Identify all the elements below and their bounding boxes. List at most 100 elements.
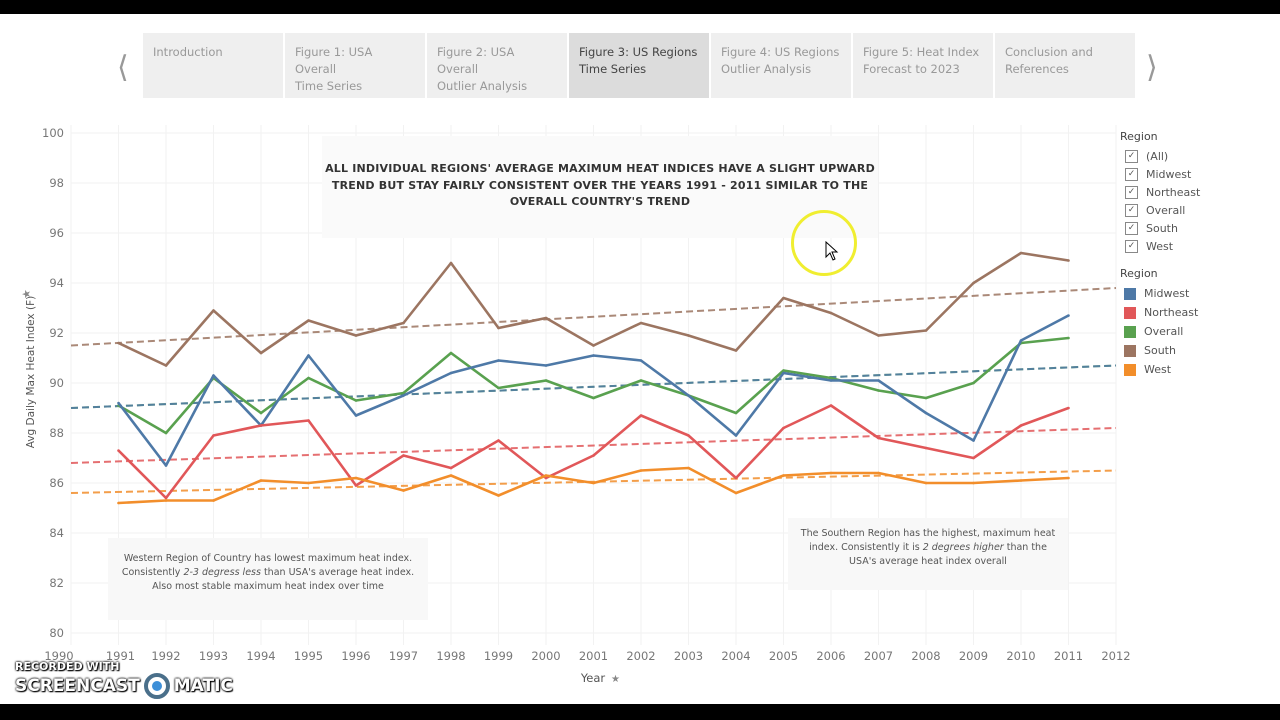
data-point-south [877,334,880,337]
x-tick-label: 2009 [959,649,988,663]
x-tick-label: 2004 [721,649,750,663]
data-point-overall [877,389,880,392]
tab-figure-2-usa-overall[interactable]: Figure 2: USA Overall Outlier Analysis [427,33,567,98]
x-tick-label: 2006 [816,649,845,663]
x-tick-label: 2000 [531,649,560,663]
data-point-northeast [639,414,643,417]
data-point-midwest [972,439,975,442]
filter-item-all[interactable]: ✓ (All) [1120,147,1200,165]
data-point-overall [924,396,928,400]
data-point-south [734,349,738,352]
data-point-northeast [829,404,833,407]
legend-label: Northeast [1144,306,1199,319]
checkbox-checked-icon[interactable]: ✓ [1125,221,1138,235]
data-point-northeast [307,419,310,422]
tab-conclusion-and[interactable]: Conclusion and References [995,33,1135,98]
x-tick-label: 1995 [294,649,323,663]
legend-item-northeast[interactable]: Northeast [1120,303,1198,322]
data-point-midwest [639,359,643,362]
filter-item-midwest[interactable]: ✓ Midwest [1120,165,1200,183]
data-point-west [164,499,168,502]
y-tick-label: 94 [49,276,64,290]
data-point-midwest [544,364,548,367]
data-point-overall [592,396,595,400]
legend-label: Midwest [1144,287,1190,300]
data-point-south [497,326,500,330]
checkbox-checked-icon[interactable]: ✓ [1125,149,1138,163]
data-point-midwest [212,374,215,377]
x-tick-label: 1991 [106,649,135,663]
tab-label-line2: Outlier Analysis [721,62,812,76]
data-point-midwest [497,359,500,362]
data-point-northeast [449,466,453,470]
chevron-right-icon[interactable]: ⟩ [1146,50,1158,85]
y-tick-label: 92 [49,326,64,340]
filter-item-west[interactable]: ✓ West [1120,237,1200,255]
data-point-northeast [734,476,738,480]
filter-item-northeast[interactable]: ✓ Northeast [1120,183,1200,201]
legend-item-west[interactable]: West [1120,360,1198,379]
legend-swatch [1124,306,1136,319]
data-point-northeast [117,449,120,452]
text: index. Consistently it is [809,542,923,553]
data-point-overall [972,381,975,385]
south-note-line3: USA's average heat index overall [849,556,1007,567]
tab-label-line2: Forecast to 2023 [863,62,960,76]
data-point-south [687,334,690,337]
tab-figure-1-usa-overall[interactable]: Figure 1: USA Overall Time Series [285,33,425,98]
text: than the [1003,542,1047,553]
y-tick-label: 96 [49,226,64,240]
data-point-west [307,481,310,485]
tab-figure-4-us-regions[interactable]: Figure 4: US Regions Outlier Analysis [711,33,851,98]
data-point-west [734,491,738,495]
legend-label: Overall [1144,325,1184,338]
data-point-west [449,474,453,477]
x-tick-label: 1998 [436,649,465,663]
checkbox-checked-icon[interactable]: ✓ [1125,185,1138,199]
x-tick-label: 1996 [341,649,370,663]
watermark-text: SCREENCAST [15,676,140,696]
legend-swatch [1124,344,1136,357]
west-note-line1: Western Region of Country has lowest max… [123,553,413,564]
trend-line-south [70,287,1117,347]
filter-item-south[interactable]: ✓ South [1120,219,1200,237]
legend-item-south[interactable]: South [1120,341,1198,360]
data-point-overall [1067,336,1070,340]
y-tick-label: 84 [49,526,64,540]
south-note-line1: The Southern Region has the highest, max… [800,528,1056,539]
data-point-midwest [1019,339,1023,342]
data-point-west [117,501,120,505]
tab-label-line1: Figure 5: Heat Index [863,45,980,59]
data-point-overall [544,379,548,382]
tab-label-line1: Conclusion and [1005,45,1093,59]
x-tick-label: 2011 [1054,649,1083,663]
x-tick-label: 1999 [484,649,513,663]
data-point-northeast [782,426,785,430]
legend-swatch [1124,325,1136,338]
data-point-west [972,481,975,485]
tab-figure-3-us-regions[interactable]: Figure 3: US Regions Time Series [569,33,709,98]
data-point-west [924,481,928,485]
checkbox-checked-icon[interactable]: ✓ [1125,239,1138,253]
filter-item-overall[interactable]: ✓ Overall [1120,201,1200,219]
legend-item-midwest[interactable]: Midwest [1120,284,1198,303]
x-tick-label: 2010 [1006,649,1035,663]
checkbox-checked-icon[interactable]: ✓ [1125,203,1138,217]
data-point-midwest [877,379,880,382]
data-point-west [829,471,833,475]
y-tick-label: 86 [49,476,64,490]
west-note-line2: Consistently 2-3 degress less than USA's… [108,566,428,580]
legend-item-overall[interactable]: Overall [1120,322,1198,341]
x-axis-label: Year [580,671,606,685]
data-point-midwest [782,371,785,375]
checkbox-checked-icon[interactable]: ✓ [1125,167,1138,181]
top-black-bar [0,0,1280,14]
screencast-logo-icon [143,673,170,699]
tab-introduction[interactable]: Introduction [143,33,283,98]
data-point-overall [354,399,358,402]
trend-line-midwest [70,364,1117,409]
tab-figure-5-heat-index[interactable]: Figure 5: Heat Index Forecast to 2023 [853,33,993,98]
data-point-west [1067,476,1070,480]
chevron-left-icon[interactable]: ⟨ [117,50,129,85]
y-tick-label: 90 [49,376,64,390]
